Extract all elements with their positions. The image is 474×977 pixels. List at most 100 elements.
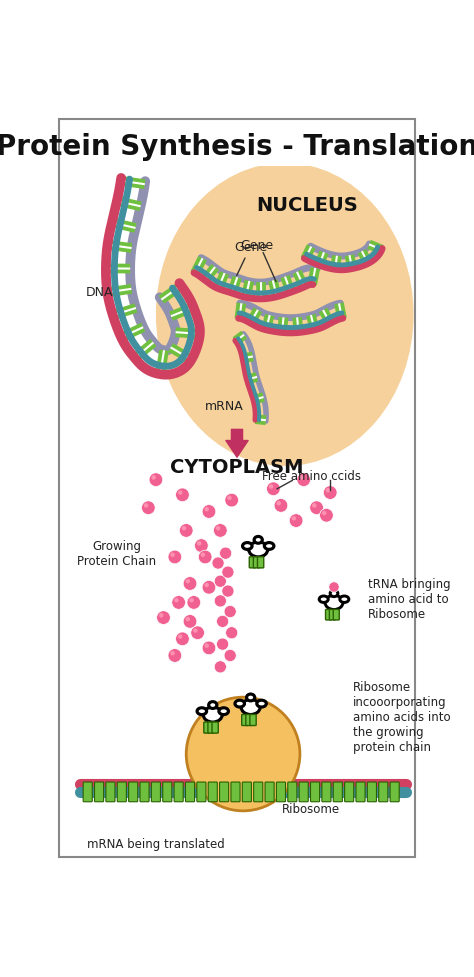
Circle shape (322, 511, 327, 516)
Ellipse shape (249, 542, 268, 557)
Circle shape (159, 614, 164, 618)
Circle shape (170, 652, 175, 656)
Ellipse shape (156, 164, 414, 467)
Circle shape (299, 476, 304, 480)
Circle shape (212, 558, 224, 570)
Circle shape (216, 527, 220, 531)
FancyBboxPatch shape (212, 722, 219, 734)
Circle shape (227, 496, 232, 500)
Circle shape (214, 661, 227, 673)
FancyBboxPatch shape (128, 783, 138, 802)
Circle shape (189, 598, 194, 603)
FancyBboxPatch shape (242, 715, 248, 726)
FancyBboxPatch shape (231, 783, 240, 802)
Circle shape (191, 626, 204, 640)
Circle shape (186, 698, 300, 811)
Circle shape (326, 488, 330, 493)
Circle shape (224, 650, 236, 661)
Text: NUCLEUS: NUCLEUS (256, 195, 358, 215)
Circle shape (198, 551, 212, 564)
Circle shape (222, 585, 234, 598)
FancyBboxPatch shape (208, 722, 214, 734)
Circle shape (178, 635, 182, 639)
Circle shape (219, 547, 232, 560)
Circle shape (224, 606, 236, 618)
Circle shape (194, 539, 208, 553)
FancyBboxPatch shape (329, 610, 336, 620)
FancyBboxPatch shape (333, 783, 342, 802)
Text: Free amino ccids: Free amino ccids (262, 470, 361, 483)
FancyBboxPatch shape (310, 783, 319, 802)
Ellipse shape (203, 707, 222, 722)
FancyBboxPatch shape (356, 783, 365, 802)
Circle shape (289, 514, 303, 528)
Text: DNA: DNA (85, 286, 113, 299)
Circle shape (193, 628, 198, 633)
FancyArrowPatch shape (226, 430, 248, 457)
Text: Gene: Gene (234, 240, 267, 276)
Ellipse shape (257, 701, 266, 707)
Ellipse shape (330, 590, 338, 597)
Circle shape (201, 553, 205, 558)
FancyBboxPatch shape (197, 783, 206, 802)
FancyBboxPatch shape (326, 610, 331, 620)
Ellipse shape (241, 700, 260, 715)
FancyBboxPatch shape (390, 783, 399, 802)
Circle shape (329, 582, 339, 592)
Circle shape (183, 615, 197, 628)
Text: mRNA being translated: mRNA being translated (87, 837, 225, 850)
Circle shape (170, 553, 175, 558)
Circle shape (225, 493, 238, 507)
Circle shape (179, 524, 193, 537)
Circle shape (266, 483, 280, 496)
FancyBboxPatch shape (106, 783, 115, 802)
Circle shape (178, 490, 182, 495)
FancyBboxPatch shape (288, 783, 297, 802)
FancyBboxPatch shape (242, 783, 251, 802)
FancyBboxPatch shape (345, 783, 354, 802)
Circle shape (185, 617, 190, 621)
Ellipse shape (319, 596, 328, 603)
Circle shape (175, 488, 189, 502)
FancyBboxPatch shape (94, 783, 104, 802)
FancyBboxPatch shape (117, 783, 127, 802)
FancyBboxPatch shape (83, 783, 92, 802)
FancyBboxPatch shape (208, 783, 217, 802)
FancyBboxPatch shape (379, 783, 388, 802)
Circle shape (182, 527, 186, 531)
Ellipse shape (264, 543, 274, 550)
Circle shape (217, 616, 228, 628)
FancyBboxPatch shape (249, 557, 255, 569)
Circle shape (168, 649, 182, 662)
Text: Protein Synthesis - Translation: Protein Synthesis - Translation (0, 133, 474, 161)
FancyBboxPatch shape (163, 783, 172, 802)
Ellipse shape (246, 695, 255, 701)
FancyBboxPatch shape (367, 783, 376, 802)
Circle shape (202, 642, 216, 655)
Circle shape (202, 581, 216, 594)
Circle shape (185, 579, 190, 584)
FancyBboxPatch shape (59, 120, 415, 167)
Ellipse shape (254, 537, 262, 543)
FancyBboxPatch shape (219, 783, 228, 802)
Ellipse shape (325, 596, 343, 610)
Circle shape (319, 509, 333, 523)
Circle shape (204, 583, 209, 588)
FancyBboxPatch shape (174, 783, 183, 802)
Ellipse shape (209, 701, 217, 708)
Circle shape (213, 524, 227, 537)
FancyBboxPatch shape (333, 610, 339, 620)
FancyBboxPatch shape (254, 557, 260, 569)
Circle shape (172, 596, 185, 610)
FancyBboxPatch shape (250, 715, 256, 726)
Circle shape (310, 501, 323, 515)
Text: Ribosome
incooorporating
amino acids into
the growing
protein chain: Ribosome incooorporating amino acids int… (353, 680, 451, 753)
FancyBboxPatch shape (276, 783, 285, 802)
Circle shape (292, 517, 296, 521)
FancyBboxPatch shape (254, 783, 263, 802)
Text: mRNA: mRNA (205, 400, 244, 412)
FancyBboxPatch shape (204, 722, 210, 734)
Ellipse shape (340, 596, 349, 603)
Text: Growing
Protein Chain: Growing Protein Chain (77, 539, 156, 568)
Circle shape (202, 505, 216, 519)
